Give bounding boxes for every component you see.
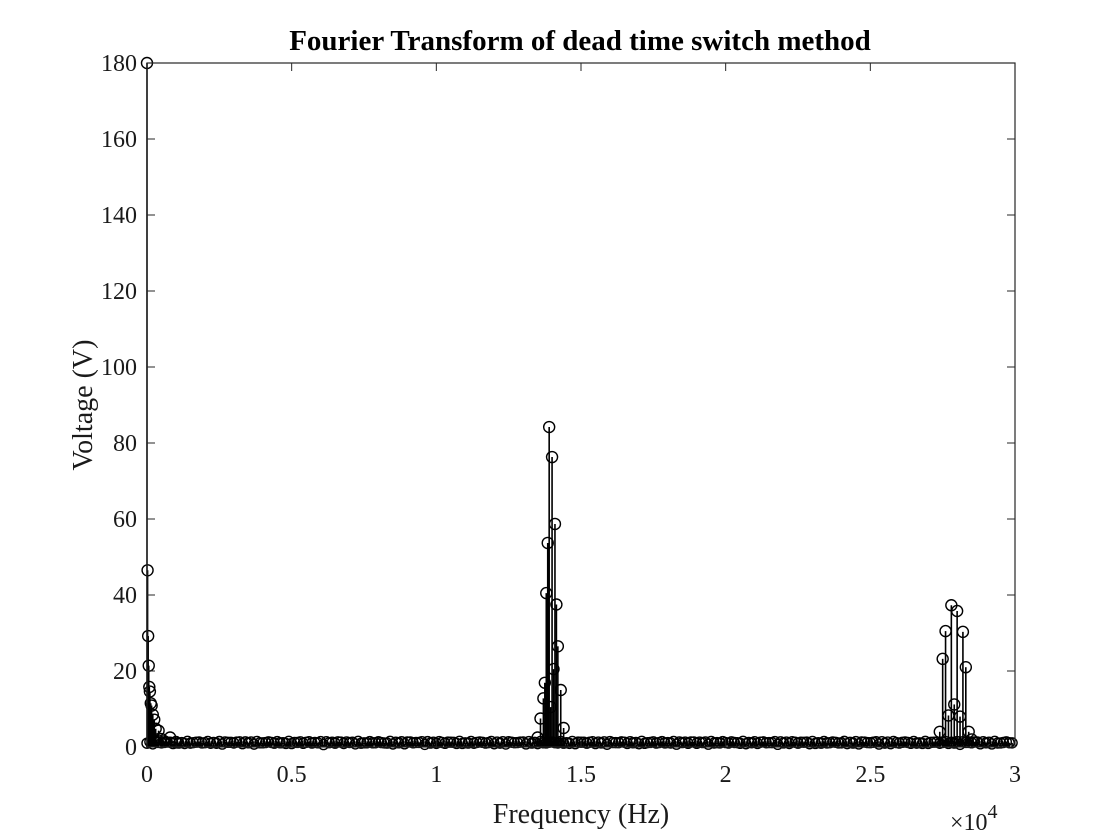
x-tick-label: 1 — [430, 762, 442, 788]
y-tick-label: 140 — [101, 203, 137, 229]
data-point — [145, 699, 158, 712]
y-axis-ticks: 0 20 40 60 80 100 120 140 160 180 — [101, 51, 1015, 761]
y-tick-label: 0 — [125, 735, 137, 761]
data-point — [936, 652, 949, 666]
y-tick-label: 20 — [113, 659, 137, 685]
data-point — [557, 721, 570, 735]
data-point — [152, 724, 165, 737]
data-point — [950, 604, 964, 618]
noise-marker — [283, 735, 295, 748]
y-tick-label: 40 — [113, 583, 137, 609]
data-point — [155, 732, 168, 746]
series-stems — [140, 56, 978, 749]
data-point — [547, 662, 560, 676]
data-point — [538, 676, 552, 689]
y-tick-label: 160 — [101, 127, 137, 153]
data-point — [548, 517, 562, 531]
y-axis-label: Voltage (V) — [68, 340, 99, 471]
y-tick-label: 120 — [101, 279, 137, 305]
data-point — [542, 420, 556, 434]
noise-marker — [838, 735, 850, 748]
y-tick-label: 80 — [113, 431, 137, 457]
data-point — [550, 598, 563, 611]
data-point — [143, 685, 157, 698]
data-point — [956, 625, 970, 639]
noise-marker — [352, 735, 364, 748]
data-point — [149, 722, 162, 735]
noise-marker — [453, 735, 466, 748]
y-tick-label: 180 — [101, 51, 137, 77]
noise-marker — [450, 737, 463, 750]
noise-marker — [280, 737, 292, 750]
data-point — [545, 450, 559, 464]
noise-marker — [737, 735, 749, 748]
data-point — [959, 661, 973, 674]
data-point — [148, 713, 161, 726]
noise-marker — [1006, 737, 1018, 749]
x-axis-multiplier: ×104 — [950, 801, 998, 836]
plot-area-box — [146, 62, 1016, 748]
x-tick-label: 1.5 — [566, 762, 596, 788]
x-tick-label: 3 — [1009, 762, 1021, 788]
data-point — [965, 733, 978, 746]
chart-title: Fourier Transform of dead time switch me… — [289, 25, 871, 57]
x-axis-label: Frequency (Hz) — [493, 799, 669, 830]
data-point — [962, 725, 975, 738]
x-multiplier-base: ×10 — [950, 810, 988, 836]
data-point — [541, 536, 554, 550]
noise-marker — [919, 735, 932, 748]
noise-marker — [607, 736, 619, 749]
y-tick-label: 60 — [113, 507, 137, 533]
x-multiplier-exponent: 4 — [988, 801, 998, 823]
y-tick-label: 100 — [101, 355, 137, 381]
x-tick-label: 2 — [720, 762, 732, 788]
data-point — [141, 629, 155, 643]
x-axis-ticks: 0 0.5 1 1.5 2 2.5 3 — [141, 63, 1021, 788]
noise-marker — [384, 735, 396, 748]
data-point — [551, 640, 565, 653]
x-tick-label: 2.5 — [855, 762, 885, 788]
data-point — [554, 683, 567, 697]
data-point — [948, 698, 961, 711]
x-tick-label: 0 — [141, 762, 153, 788]
noise-marker — [734, 737, 746, 750]
noise-marker — [636, 735, 648, 748]
data-point — [169, 736, 183, 749]
x-tick-label: 0.5 — [277, 762, 307, 788]
